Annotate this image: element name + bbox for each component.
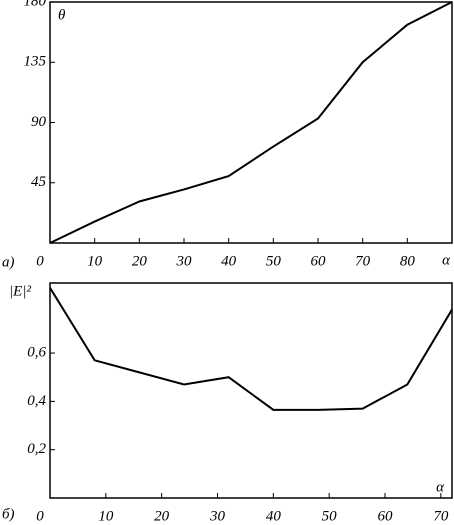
plot-frame <box>49 282 453 499</box>
x-tick-label: 60 <box>311 253 327 269</box>
x-tick-label: 20 <box>154 508 170 524</box>
x-tick-label: 10 <box>98 508 114 524</box>
x-tick-label: 0 <box>36 508 44 524</box>
panel-label: а) <box>2 254 15 270</box>
y-tick-label: 0,2 <box>27 441 46 457</box>
x-tick-label: 60 <box>378 508 394 524</box>
x-tick-label: 30 <box>209 508 226 524</box>
x-tick-label: 10 <box>87 253 103 269</box>
y-axis-label: |E|² <box>9 283 31 299</box>
x-tick-label: 40 <box>221 253 237 269</box>
data-line <box>49 287 453 411</box>
y-tick-label: 45 <box>31 174 47 190</box>
y-tick-label: 0,4 <box>27 393 46 409</box>
y-tick-label: 90 <box>31 114 47 130</box>
x-tick-label: 70 <box>355 253 371 269</box>
x-tick-label: 70 <box>433 508 449 524</box>
data-line <box>49 1 453 244</box>
x-tick-label: 40 <box>266 508 282 524</box>
x-tick-label: 30 <box>176 253 193 269</box>
y-tick-label: 180 <box>24 0 47 9</box>
x-tick-label: 20 <box>132 253 148 269</box>
x-tick-label: 50 <box>322 508 338 524</box>
panel-label: б) <box>2 506 15 522</box>
x-tick-label: 0 <box>36 253 44 269</box>
x-tick-label: 50 <box>266 253 282 269</box>
y-tick-label: 135 <box>24 54 47 70</box>
x-axis-label: α <box>436 479 445 495</box>
x-tick-label: 80 <box>400 253 416 269</box>
x-axis-label: α <box>442 252 451 268</box>
y-tick-label: 0,6 <box>27 344 46 360</box>
y-axis-label: θ <box>58 7 66 23</box>
